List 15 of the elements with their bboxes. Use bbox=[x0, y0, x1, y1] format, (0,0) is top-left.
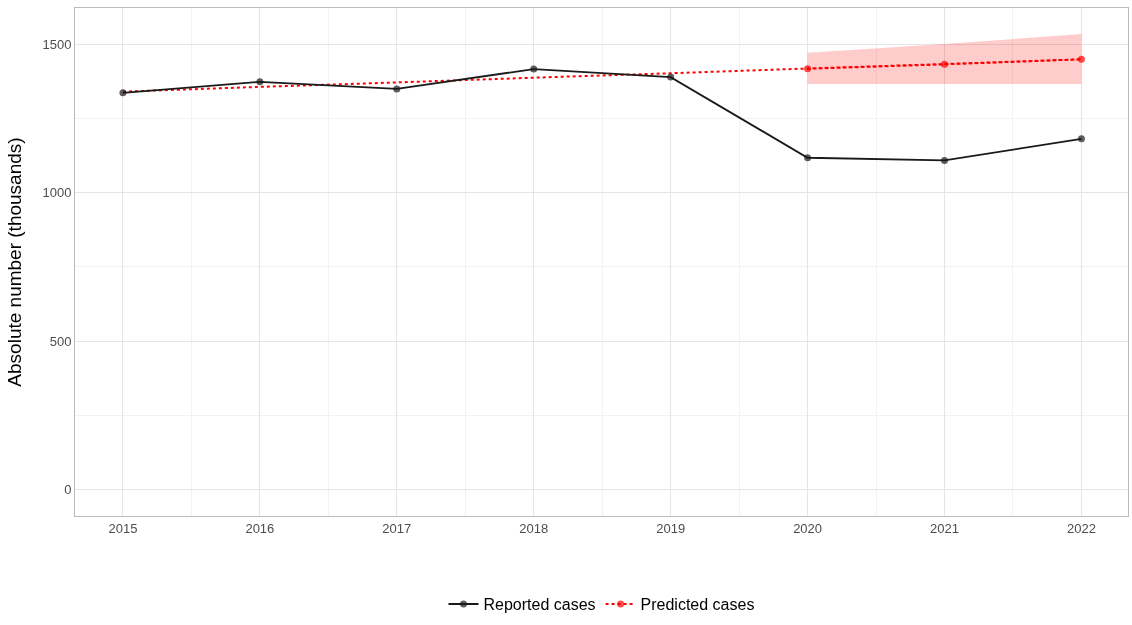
x-tick-label: 2022 bbox=[1066, 520, 1096, 536]
x-tick-label: 2021 bbox=[930, 520, 959, 536]
x-tick-label: 2019 bbox=[656, 520, 686, 536]
y-tick-label: 1000 bbox=[42, 185, 72, 201]
x-tick-label: 2016 bbox=[245, 520, 275, 536]
x-tick-label: 2015 bbox=[108, 520, 138, 536]
y-axis-title: Absolute number (thousands) bbox=[4, 137, 26, 387]
x-tick-label: 2018 bbox=[519, 520, 549, 536]
y-tick-label: 1500 bbox=[42, 37, 72, 53]
x-tick-label: 2020 bbox=[793, 520, 823, 536]
y-tick-label: 0 bbox=[64, 481, 72, 497]
y-tick-label: 500 bbox=[49, 333, 72, 349]
x-tick-label: 2017 bbox=[382, 520, 412, 536]
legend-label: Reported cases bbox=[483, 596, 596, 614]
legend-label: Predicted cases bbox=[640, 596, 755, 614]
